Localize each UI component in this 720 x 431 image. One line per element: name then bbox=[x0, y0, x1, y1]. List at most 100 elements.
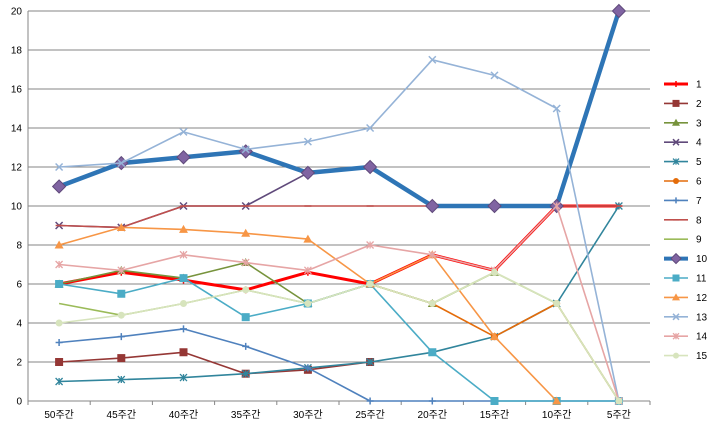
data-point bbox=[428, 397, 436, 405]
data-point bbox=[487, 198, 502, 214]
legend-item: 8 bbox=[664, 215, 702, 226]
legend-item: 2 bbox=[664, 99, 702, 110]
legend-marker bbox=[673, 178, 679, 184]
data-point bbox=[179, 373, 188, 382]
data-point bbox=[242, 342, 250, 350]
data-point bbox=[491, 268, 498, 276]
data-point bbox=[117, 159, 126, 168]
legend-marker bbox=[672, 99, 680, 107]
data-point bbox=[117, 311, 125, 319]
series-1 bbox=[55, 202, 623, 294]
legend-marker bbox=[673, 352, 679, 359]
data-point bbox=[55, 358, 64, 366]
series-line bbox=[58, 226, 558, 402]
legend-label: 1 bbox=[696, 80, 702, 91]
series-6 bbox=[366, 280, 623, 405]
data-point bbox=[179, 250, 188, 259]
legend-marker bbox=[673, 81, 679, 87]
series-15 bbox=[55, 268, 623, 405]
x-tick-label: 50주간 bbox=[44, 409, 74, 421]
data-point bbox=[51, 179, 67, 194]
series-14 bbox=[55, 202, 623, 405]
data-point bbox=[490, 71, 499, 80]
legend-label: 7 bbox=[696, 196, 702, 207]
data-point bbox=[117, 333, 125, 341]
legend-label: 14 bbox=[696, 332, 708, 343]
data-point bbox=[180, 325, 187, 333]
data-point bbox=[366, 280, 374, 288]
data-point bbox=[55, 319, 63, 327]
legend-label: 2 bbox=[696, 99, 702, 110]
data-point bbox=[428, 250, 437, 259]
legend-label: 11 bbox=[696, 274, 707, 285]
legend-marker bbox=[672, 313, 680, 321]
y-tick-label: 16 bbox=[11, 85, 23, 96]
y-tick-label: 12 bbox=[11, 163, 23, 174]
y-tick-label: 2 bbox=[16, 358, 22, 369]
legend-marker bbox=[672, 118, 680, 126]
data-point bbox=[303, 234, 313, 243]
data-point bbox=[55, 280, 64, 288]
data-point bbox=[242, 286, 250, 294]
data-point bbox=[366, 358, 375, 366]
x-tick-label: 15주간 bbox=[480, 409, 510, 421]
data-point bbox=[362, 159, 378, 175]
series-3 bbox=[54, 258, 499, 307]
series-line bbox=[59, 59, 620, 402]
data-point bbox=[117, 375, 126, 384]
data-point bbox=[303, 266, 312, 275]
data-point bbox=[553, 300, 561, 307]
data-point bbox=[179, 348, 188, 357]
legend-marker bbox=[672, 158, 680, 166]
x-tick-label: 5주간 bbox=[607, 409, 631, 421]
data-point bbox=[117, 289, 126, 298]
series-10 bbox=[51, 3, 627, 214]
x-tick-label: 45주간 bbox=[107, 409, 137, 421]
series-line bbox=[58, 204, 619, 292]
data-point bbox=[54, 240, 64, 249]
data-point bbox=[428, 55, 437, 64]
legend-item: 4 bbox=[664, 138, 702, 149]
data-point bbox=[300, 165, 316, 181]
data-point bbox=[552, 396, 562, 405]
series-line bbox=[59, 271, 620, 402]
series-line bbox=[58, 10, 622, 209]
y-tick-label: 6 bbox=[16, 280, 22, 291]
data-point bbox=[55, 260, 64, 269]
data-point bbox=[304, 300, 312, 307]
legend-item: 6 bbox=[664, 177, 702, 188]
y-tick-label: 14 bbox=[11, 124, 23, 135]
data-point bbox=[428, 300, 436, 307]
legend-label: 6 bbox=[696, 177, 702, 188]
data-point bbox=[55, 162, 64, 172]
data-point bbox=[241, 313, 250, 322]
data-point bbox=[241, 369, 250, 378]
legend-label: 5 bbox=[696, 157, 702, 168]
series-line bbox=[58, 271, 620, 402]
legend-item: 11 bbox=[664, 274, 707, 285]
data-point bbox=[241, 145, 250, 154]
data-point bbox=[303, 137, 312, 146]
legend-item: 3 bbox=[664, 118, 702, 129]
data-point bbox=[366, 241, 375, 249]
x-tick-label: 10주간 bbox=[542, 409, 572, 421]
series-9 bbox=[58, 271, 620, 402]
data-point bbox=[179, 274, 188, 283]
legend-item: 7 bbox=[664, 196, 702, 207]
legend-label: 10 bbox=[696, 254, 708, 265]
data-point bbox=[366, 397, 374, 405]
data-point bbox=[179, 224, 188, 233]
series-line bbox=[59, 351, 371, 375]
x-tick-label: 35주간 bbox=[231, 409, 261, 421]
legend-item: 1 bbox=[664, 80, 702, 91]
data-point bbox=[180, 300, 187, 307]
data-point bbox=[55, 339, 63, 346]
y-tick-label: 4 bbox=[16, 319, 22, 330]
data-point bbox=[117, 354, 126, 363]
data-point bbox=[552, 104, 561, 113]
series-line bbox=[58, 277, 619, 402]
legend-marker bbox=[672, 332, 680, 340]
y-tick-label: 10 bbox=[11, 202, 23, 213]
